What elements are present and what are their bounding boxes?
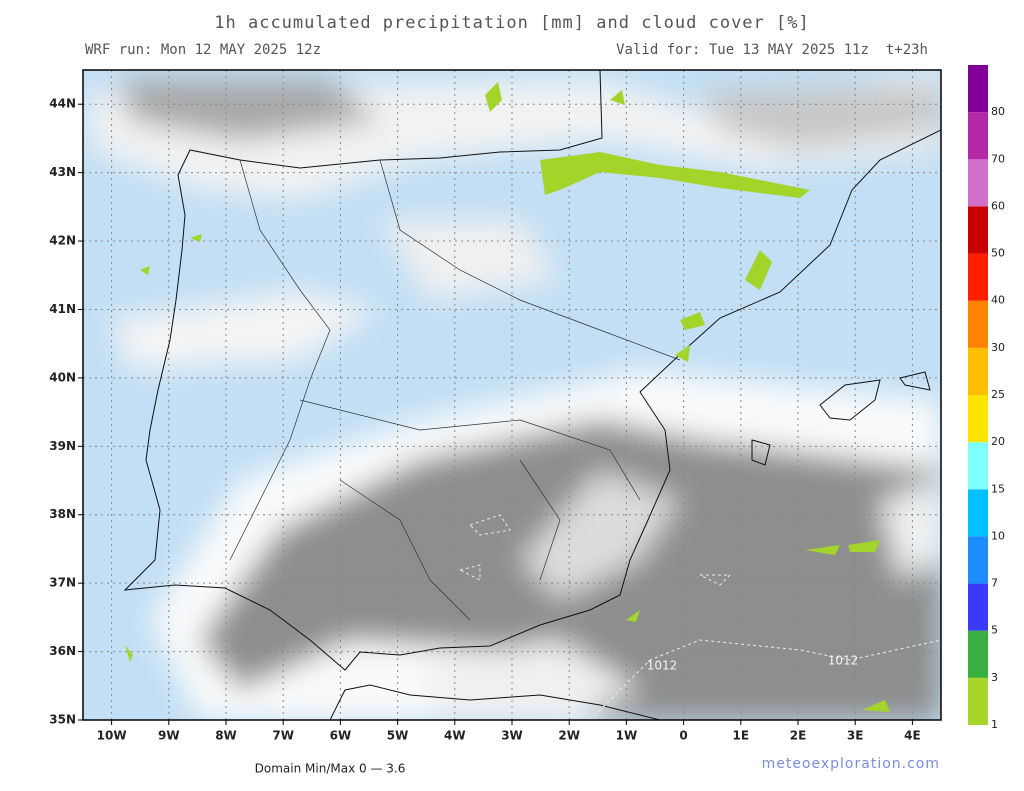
x-tick-label: 7W	[272, 729, 294, 743]
axes: 10W 9W 8W 7W 6W 5W 4W 3W 2W 1W 0 1E 2E 3E 4E 35N 36N 37N 3…	[49, 97, 920, 743]
y-tick-label: 42N	[49, 234, 76, 248]
colorbar-label: 25	[991, 388, 1005, 401]
y-tick-label: 40N	[49, 370, 76, 384]
colorbar-swatch	[968, 677, 988, 725]
x-tick-label: 2W	[558, 729, 580, 743]
y-tick-label: 43N	[49, 165, 76, 179]
colorbar-label: 60	[991, 199, 1005, 212]
y-tick-label: 44N	[49, 97, 76, 111]
x-tick-label: 3E	[847, 729, 864, 743]
map: 1012 1012	[83, 70, 941, 720]
valid-info: Valid for: Tue 13 MAY 2025 11z t+23h	[616, 42, 928, 58]
colorbar-swatch	[968, 630, 988, 678]
colorbar: 1 3 5 7 10 15 20 25 30 40 50 60 70 80	[968, 65, 1005, 731]
coastline	[123, 70, 941, 720]
x-tick-label: 4W	[444, 729, 466, 743]
colorbar-swatch	[968, 65, 988, 113]
colorbar-label: 10	[991, 529, 1005, 542]
x-tick-label: 10W	[97, 729, 127, 743]
x-tick-label: 2E	[790, 729, 807, 743]
x-tick-label: 9W	[158, 729, 180, 743]
colorbar-swatch	[968, 159, 988, 207]
domain-minmax: Domain Min/Max 0 — 3.6	[255, 762, 406, 776]
title: 1h accumulated precipitation [mm] and cl…	[214, 13, 809, 33]
x-tick-label: 8W	[215, 729, 237, 743]
colorbar-label: 30	[991, 341, 1005, 354]
colorbar-label: 20	[991, 435, 1005, 448]
clouds	[90, 70, 941, 720]
colorbar-swatch	[968, 583, 988, 631]
isobars	[458, 514, 941, 720]
y-tick-label: 38N	[49, 507, 76, 521]
x-tick-label: 1E	[733, 729, 750, 743]
y-tick-label: 41N	[49, 302, 76, 316]
x-tick-label: 3W	[501, 729, 523, 743]
precipitation	[125, 82, 890, 712]
colorbar-label: 1	[991, 718, 998, 731]
colorbar-swatch	[968, 253, 988, 301]
isobar-label: 1012	[828, 654, 859, 668]
colorbar-swatch	[968, 112, 988, 160]
site: meteoexploration.com	[762, 756, 940, 772]
colorbar-label: 80	[991, 105, 1005, 118]
x-tick-label: 5W	[387, 729, 409, 743]
y-tick-label: 37N	[49, 576, 76, 590]
colorbar-swatch	[968, 536, 988, 584]
colorbar-label: 7	[991, 577, 998, 590]
x-tick-label: 4E	[904, 729, 921, 743]
colorbar-swatch	[968, 442, 988, 490]
colorbar-label: 15	[991, 482, 1005, 495]
colorbar-label: 70	[991, 152, 1005, 165]
x-tick-label: 0	[679, 729, 687, 743]
colorbar-label: 50	[991, 247, 1005, 260]
colorbar-swatch	[968, 395, 988, 443]
x-tick-label: 1W	[616, 729, 638, 743]
y-tick-label: 36N	[49, 644, 76, 658]
colorbar-swatch	[968, 300, 988, 348]
y-tick-label: 35N	[49, 713, 76, 727]
isobar-label: 1012	[647, 659, 678, 673]
colorbar-swatch	[968, 347, 988, 395]
colorbar-label: 5	[991, 624, 998, 637]
y-tick-label: 39N	[49, 439, 76, 453]
colorbar-label: 40	[991, 294, 1005, 307]
colorbar-swatch	[968, 206, 988, 254]
colorbar-label: 3	[991, 671, 998, 684]
x-tick-label: 6W	[330, 729, 352, 743]
colorbar-swatch	[968, 489, 988, 537]
run-info: WRF run: Mon 12 MAY 2025 12z	[85, 42, 321, 58]
